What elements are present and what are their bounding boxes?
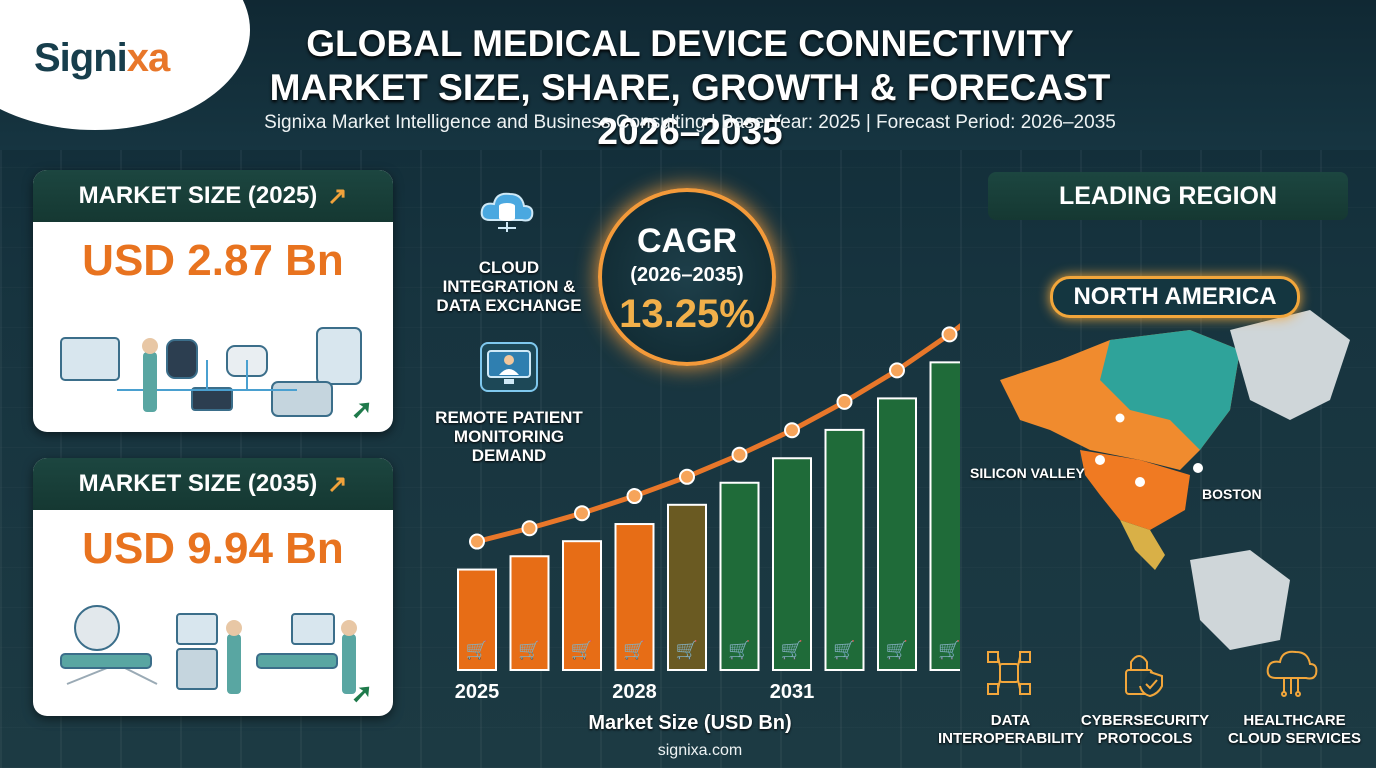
market-size-2025-value: USD 2.87 Bn: [82, 236, 344, 285]
logo-text: Signi: [34, 36, 128, 80]
trend-up-icon: ➚: [351, 678, 373, 708]
bar-2030: [719, 481, 760, 671]
market-size-2025-card: MARKET SIZE (2025) ↗ USD 2.87 Bn ➚: [33, 170, 393, 432]
x-tick-2028: 2028: [612, 681, 657, 700]
leading-region-header: LEADING REGION: [988, 172, 1348, 220]
data-network-icon: [980, 648, 1038, 698]
cart-icon: 🛒: [676, 639, 698, 660]
healthcare-cloud-services-label: HEALTHCARE CLOUD SERVICES: [1227, 712, 1362, 747]
cagr-label: CAGR: [636, 222, 738, 260]
trend-up-icon: ➚: [351, 394, 373, 424]
page-title: GLOBAL MEDICAL DEVICE CONNECTIVITY MARKE…: [269, 23, 1111, 152]
city-boston: BOSTON: [1202, 486, 1262, 502]
bar-2025: [457, 568, 497, 671]
cagr-badge: CAGR (2026–2035) 13.25%: [598, 188, 776, 366]
market-size-2025-label: MARKET SIZE (2025): [78, 182, 318, 209]
chart-x-axis-label: Market Size (USD Bn): [588, 712, 792, 734]
market-size-2035-label: MARKET SIZE (2035): [78, 470, 318, 497]
remote-monitoring-label: REMOTE PATIENT MONITORING DEMAND: [435, 408, 583, 465]
leading-region-name: NORTH AMERICA: [1050, 276, 1300, 318]
cart-icon: 🛒: [728, 639, 750, 660]
market-size-bar-chart: 🛒🛒🛒🛒🛒🛒🛒🛒🛒🛒🛒 2025202820312035: [455, 323, 960, 700]
cagr-value: 13.25%: [619, 292, 755, 336]
trend-point-2030: [731, 446, 748, 463]
cagr-period: (2026–2035): [630, 264, 744, 286]
cart-icon: 🛒: [518, 639, 540, 660]
data-interoperability-label: DATA INTEROPERABILITY: [938, 712, 1084, 747]
cart-icon: 🛒: [833, 639, 855, 660]
market-size-2025-header: MARKET SIZE (2025) ↗: [33, 170, 393, 222]
hospital-equipment-icon: [60, 605, 357, 694]
trend-point-2034: [941, 326, 958, 343]
bar-2033: [877, 397, 917, 671]
market-size-2035-card: MARKET SIZE (2035) ↗ USD 9.94 Bn ➚: [33, 458, 393, 716]
bar-2028: [614, 523, 655, 671]
bar-2032: [824, 428, 865, 671]
market-size-2035-header: MARKET SIZE (2035) ↗: [33, 458, 393, 510]
north-america-map: [1000, 310, 1350, 650]
bar-2029: [667, 503, 707, 671]
trend-point-2032: [836, 393, 853, 410]
trend-point-2025: [469, 533, 485, 550]
footer-website: signixa.com: [657, 742, 743, 759]
padlock-shield-icon: [1114, 648, 1172, 698]
cybersecurity-protocols-label: CYBERSECURITY PROTOCOLS: [1080, 712, 1210, 747]
cart-icon: 🛒: [571, 639, 593, 660]
x-tick-2025: 2025: [455, 681, 500, 700]
x-tick-2031: 2031: [770, 681, 815, 700]
cart-icon: 🛒: [938, 639, 960, 660]
cloud-circuit-icon: [1262, 648, 1320, 698]
cloud-database-icon: [478, 184, 536, 234]
bar-2027: [562, 540, 602, 672]
trend-point-2031: [784, 422, 800, 439]
trend-point-2033: [889, 362, 905, 379]
cart-icon: 🛒: [623, 639, 645, 660]
doctor-monitor-icon: [480, 342, 538, 392]
cloud-integration-label: CLOUD INTEGRATION & DATA EXCHANGE: [436, 258, 582, 315]
trend-point-2026: [521, 520, 538, 537]
bar-2026: [509, 555, 550, 671]
page-subtitle: Signixa Market Intelligence and Business…: [264, 112, 1116, 133]
arrow-up-icon: ↗: [327, 470, 348, 498]
cart-icon: 🛒: [466, 639, 488, 660]
trend-line: [476, 323, 960, 544]
market-size-2035-value: USD 9.94 Bn: [82, 524, 344, 573]
signixa-logo[interactable]: Signixa: [34, 36, 170, 81]
cart-icon: 🛒: [781, 639, 803, 660]
logo-accent-text: xa: [126, 36, 170, 80]
cart-icon: 🛒: [886, 639, 908, 660]
connected-devices-icon: [60, 327, 362, 417]
header: Signixa GLOBAL MEDICAL DEVICE CONNECTIVI…: [0, 0, 1376, 152]
bar-2034: [929, 361, 960, 671]
trend-point-2028: [626, 488, 643, 505]
trend-point-2029: [679, 468, 695, 485]
arrow-up-icon: ↗: [327, 182, 348, 210]
bar-2031: [772, 457, 812, 671]
trend-point-2027: [574, 505, 590, 522]
city-silicon-valley: SILICON VALLEY: [970, 465, 1085, 481]
